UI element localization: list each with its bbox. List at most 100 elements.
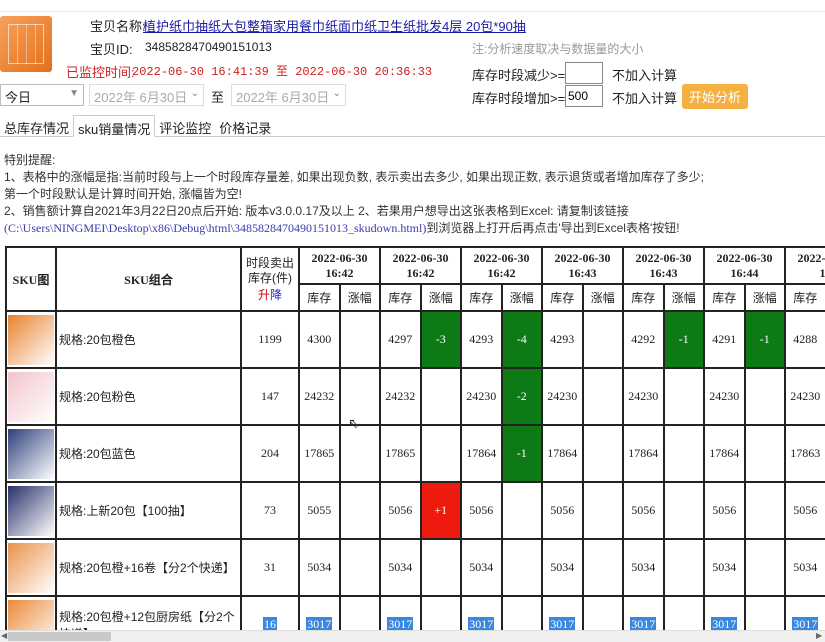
- change-cell: [338, 481, 381, 540]
- col-header-sku-combo: SKU组合: [55, 246, 242, 312]
- scrollbar-thumb[interactable]: [8, 632, 111, 641]
- sku-thumbnail: [5, 310, 57, 369]
- period-select[interactable]: 今日 ▼: [0, 84, 84, 106]
- period-time: 16:43: [568, 265, 597, 280]
- change-cell: [581, 310, 624, 369]
- stock-cell: 5056: [784, 481, 825, 540]
- tips-line: 到浏览器上打开后再点击'导出到Excel表格'按钮!: [426, 221, 680, 235]
- sort-asc-link[interactable]: 升: [257, 287, 270, 302]
- period-date: 2022-06-30: [554, 250, 611, 265]
- date-to-picker[interactable]: 2022年 6月30日 ⌄: [231, 84, 346, 106]
- col-header-stock: 库存: [622, 283, 665, 312]
- exclude-label: 不加入计算: [612, 91, 678, 106]
- table-row[interactable]: 规格:20包橙+12包厨房纸【分2个快递】 16 3017 3017 3017 3017 3…: [5, 595, 825, 630]
- date-from-picker[interactable]: 2022年 6月30日 ⌄: [89, 84, 204, 106]
- tab-sku-sales[interactable]: sku销量情况: [73, 115, 156, 137]
- stock-cell: 3017: [784, 595, 825, 630]
- stock-cell: 4300: [298, 310, 341, 369]
- decrease-label: 库存时段减少>=: [472, 68, 566, 83]
- change-cell: [662, 367, 705, 426]
- stock-cell: 17865: [379, 424, 422, 483]
- stock-cell: 3017: [298, 595, 341, 630]
- col-header-stock: 库存: [541, 283, 584, 312]
- period-date: 2022-06-30: [311, 250, 368, 265]
- scroll-left-icon[interactable]: ◀: [1, 631, 8, 640]
- chevron-down-icon: ⌄: [190, 88, 199, 99]
- change-cell: [500, 481, 543, 540]
- change-cell: [662, 424, 705, 483]
- stock-cell: 5034: [460, 538, 503, 597]
- stock-cell: 5034: [703, 538, 746, 597]
- change-cell: [338, 538, 381, 597]
- increase-input[interactable]: [565, 85, 603, 107]
- date-to-value: 2022年 6月30日: [236, 90, 330, 105]
- stock-cell: 4293: [460, 310, 503, 369]
- sku-table-container: SKU图 SKU组合 时段卖出库存(件) 升降 2022-06-30 16:42 2022-…: [5, 246, 825, 630]
- table-row[interactable]: 规格:20包橙色 1199 4300 4297 -3 4293 -4 4293 4292 -1 42…: [5, 310, 825, 369]
- stock-cell: 5056: [460, 481, 503, 540]
- col-header-stock: 库存: [298, 283, 341, 312]
- stock-cell: 17864: [622, 424, 665, 483]
- table-row[interactable]: 规格:20包粉色 147 24232 24232 24230 -2 24230 24230 24…: [5, 367, 825, 426]
- sku-thumbnail: [5, 424, 57, 483]
- stock-cell: 24232: [298, 367, 341, 426]
- stock-cell: 3017: [379, 595, 422, 630]
- stock-cell: 3017: [622, 595, 665, 630]
- tab-total-stock[interactable]: 总库存情况: [4, 121, 70, 136]
- sku-name: 规格:上新20包【100抽】: [55, 481, 242, 540]
- product-image: [0, 16, 52, 72]
- export-file-path[interactable]: (C:\Users\NINGMEI\Desktop\x86\Debug\html…: [4, 221, 427, 235]
- period-value: 今日: [5, 90, 32, 105]
- table-row[interactable]: 规格:20包橙+16卷【分2个快递】 31 5034 5034 5034 5034 5034…: [5, 538, 825, 597]
- selected-text: 3017: [387, 617, 414, 630]
- change-cell: [500, 595, 543, 630]
- stock-cell: 4291: [703, 310, 746, 369]
- table-row[interactable]: 规格:20包蓝色 204 17865 17865 17864 -1 17864 17864 17…: [5, 424, 825, 483]
- period-date: 2022-06-30: [392, 250, 449, 265]
- product-name-link[interactable]: 植护纸巾抽纸大包整箱家用餐巾纸面巾纸卫生纸批发4层 20包*90抽: [143, 19, 526, 34]
- scroll-right-icon[interactable]: ▶: [816, 631, 823, 640]
- stock-cell: 4297: [379, 310, 422, 369]
- sku-name: 规格:20包橙+12包厨房纸【分2个快递】: [55, 595, 242, 630]
- product-id-label: 宝贝ID:: [90, 42, 133, 57]
- stock-cell: 3017: [460, 595, 503, 630]
- stock-cell: 24232: [379, 367, 422, 426]
- tips-line: 第一个时段默认是计算时间开始, 涨幅皆为空!: [4, 187, 243, 201]
- change-cell: -4: [500, 310, 543, 369]
- change-cell: [743, 481, 786, 540]
- sort-desc-link[interactable]: 降: [270, 287, 283, 302]
- stock-cell: 24230: [460, 367, 503, 426]
- period-header: 2022-06-30 16:43: [541, 246, 624, 285]
- change-cell: [581, 538, 624, 597]
- horizontal-scrollbar[interactable]: [0, 630, 825, 642]
- col-header-sold[interactable]: 时段卖出库存(件) 升降: [240, 246, 300, 312]
- monitor-range: 2022-06-30 16:41:39 至 2022-06-30 20:36:3…: [132, 65, 433, 79]
- stock-cell: 5056: [541, 481, 584, 540]
- period-header: 2022-06-30 16:44: [703, 246, 786, 285]
- change-cell: [743, 595, 786, 630]
- sku-thumbnail: [5, 538, 57, 597]
- stock-cell: 3017: [541, 595, 584, 630]
- stock-cell: 5034: [379, 538, 422, 597]
- start-analysis-button[interactable]: 开始分析: [682, 84, 749, 109]
- stock-cell: 4292: [622, 310, 665, 369]
- col-header-stock: 库存: [460, 283, 503, 312]
- change-cell: +1: [419, 481, 462, 540]
- change-cell: [419, 538, 462, 597]
- period-time: 16:44: [730, 265, 759, 280]
- period-date: 2022-06-30: [716, 250, 773, 265]
- sku-name: 规格:20包橙色: [55, 310, 242, 369]
- decrease-input[interactable]: [565, 62, 603, 84]
- chevron-down-icon: ⌄: [332, 88, 341, 99]
- stock-cell: 17864: [541, 424, 584, 483]
- change-cell: -1: [662, 310, 705, 369]
- selected-text: 3017: [468, 617, 495, 630]
- tab-review-monitor[interactable]: 评论监控: [159, 121, 212, 136]
- tab-price-history[interactable]: 价格记录: [219, 121, 272, 136]
- col-header-change: 涨幅: [338, 283, 381, 312]
- change-cell: [338, 595, 381, 630]
- change-cell: [338, 367, 381, 426]
- change-cell: -3: [419, 310, 462, 369]
- change-cell: [419, 595, 462, 630]
- table-row[interactable]: 规格:上新20包【100抽】 73 5055 5056 +1 5056 5056 5056 50…: [5, 481, 825, 540]
